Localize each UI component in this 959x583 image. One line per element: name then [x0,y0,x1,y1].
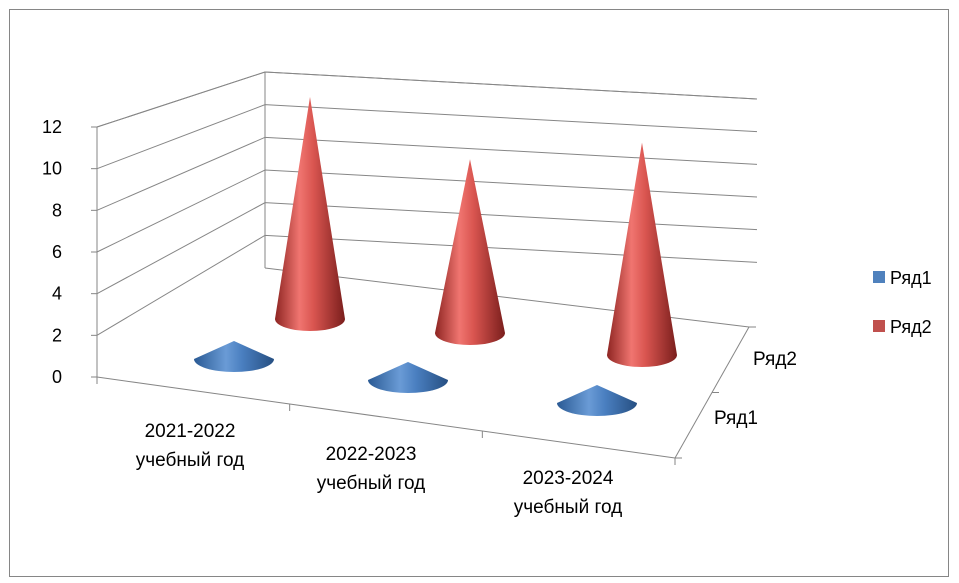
legend-label-ryad1: Ряд1 [890,268,932,288]
x-tick-label: учебный год [136,450,244,471]
y-tick-label: 2 [52,325,62,345]
cone-ryad2 [435,159,505,345]
cone-ryad2 [275,97,345,331]
x-tick-label: учебный год [514,497,622,518]
cone-ryad1 [368,362,448,393]
y-tick-label: 12 [42,117,62,137]
cone-ryad1 [557,385,637,416]
data-cones [194,97,677,416]
y-tick-label: 4 [52,284,62,304]
cone-ryad1 [194,341,274,372]
y-tick-label: 8 [52,200,62,220]
x-axis-line [96,376,676,459]
depth-tick-label: Ряд1 [714,408,758,429]
legend: Ряд1 Ряд2 [873,268,932,337]
legend-swatch-ryad1 [873,271,885,283]
gridline [96,136,758,211]
depth-tick-label: Ряд2 [753,349,797,370]
x-tick-label: 2023-2024 [523,468,614,489]
x-tick-label: 2021-2022 [145,421,236,442]
legend-swatch-ryad2 [873,320,885,332]
back-wall-top [96,71,758,128]
cone-ryad2 [607,142,677,367]
gridline [96,71,758,128]
y-tick-label: 10 [42,159,62,179]
legend-label-ryad2: Ряд2 [890,317,932,337]
y-tick-label: 6 [52,242,62,262]
x-tick-label: 2022-2023 [326,444,417,465]
x-tick-label: учебный год [317,473,425,494]
axis-labels: 0 2 4 6 8 10 12 2021-2022 учебный год 2022-2023 уч… [42,117,797,518]
y-tick-label: 0 [52,367,62,387]
